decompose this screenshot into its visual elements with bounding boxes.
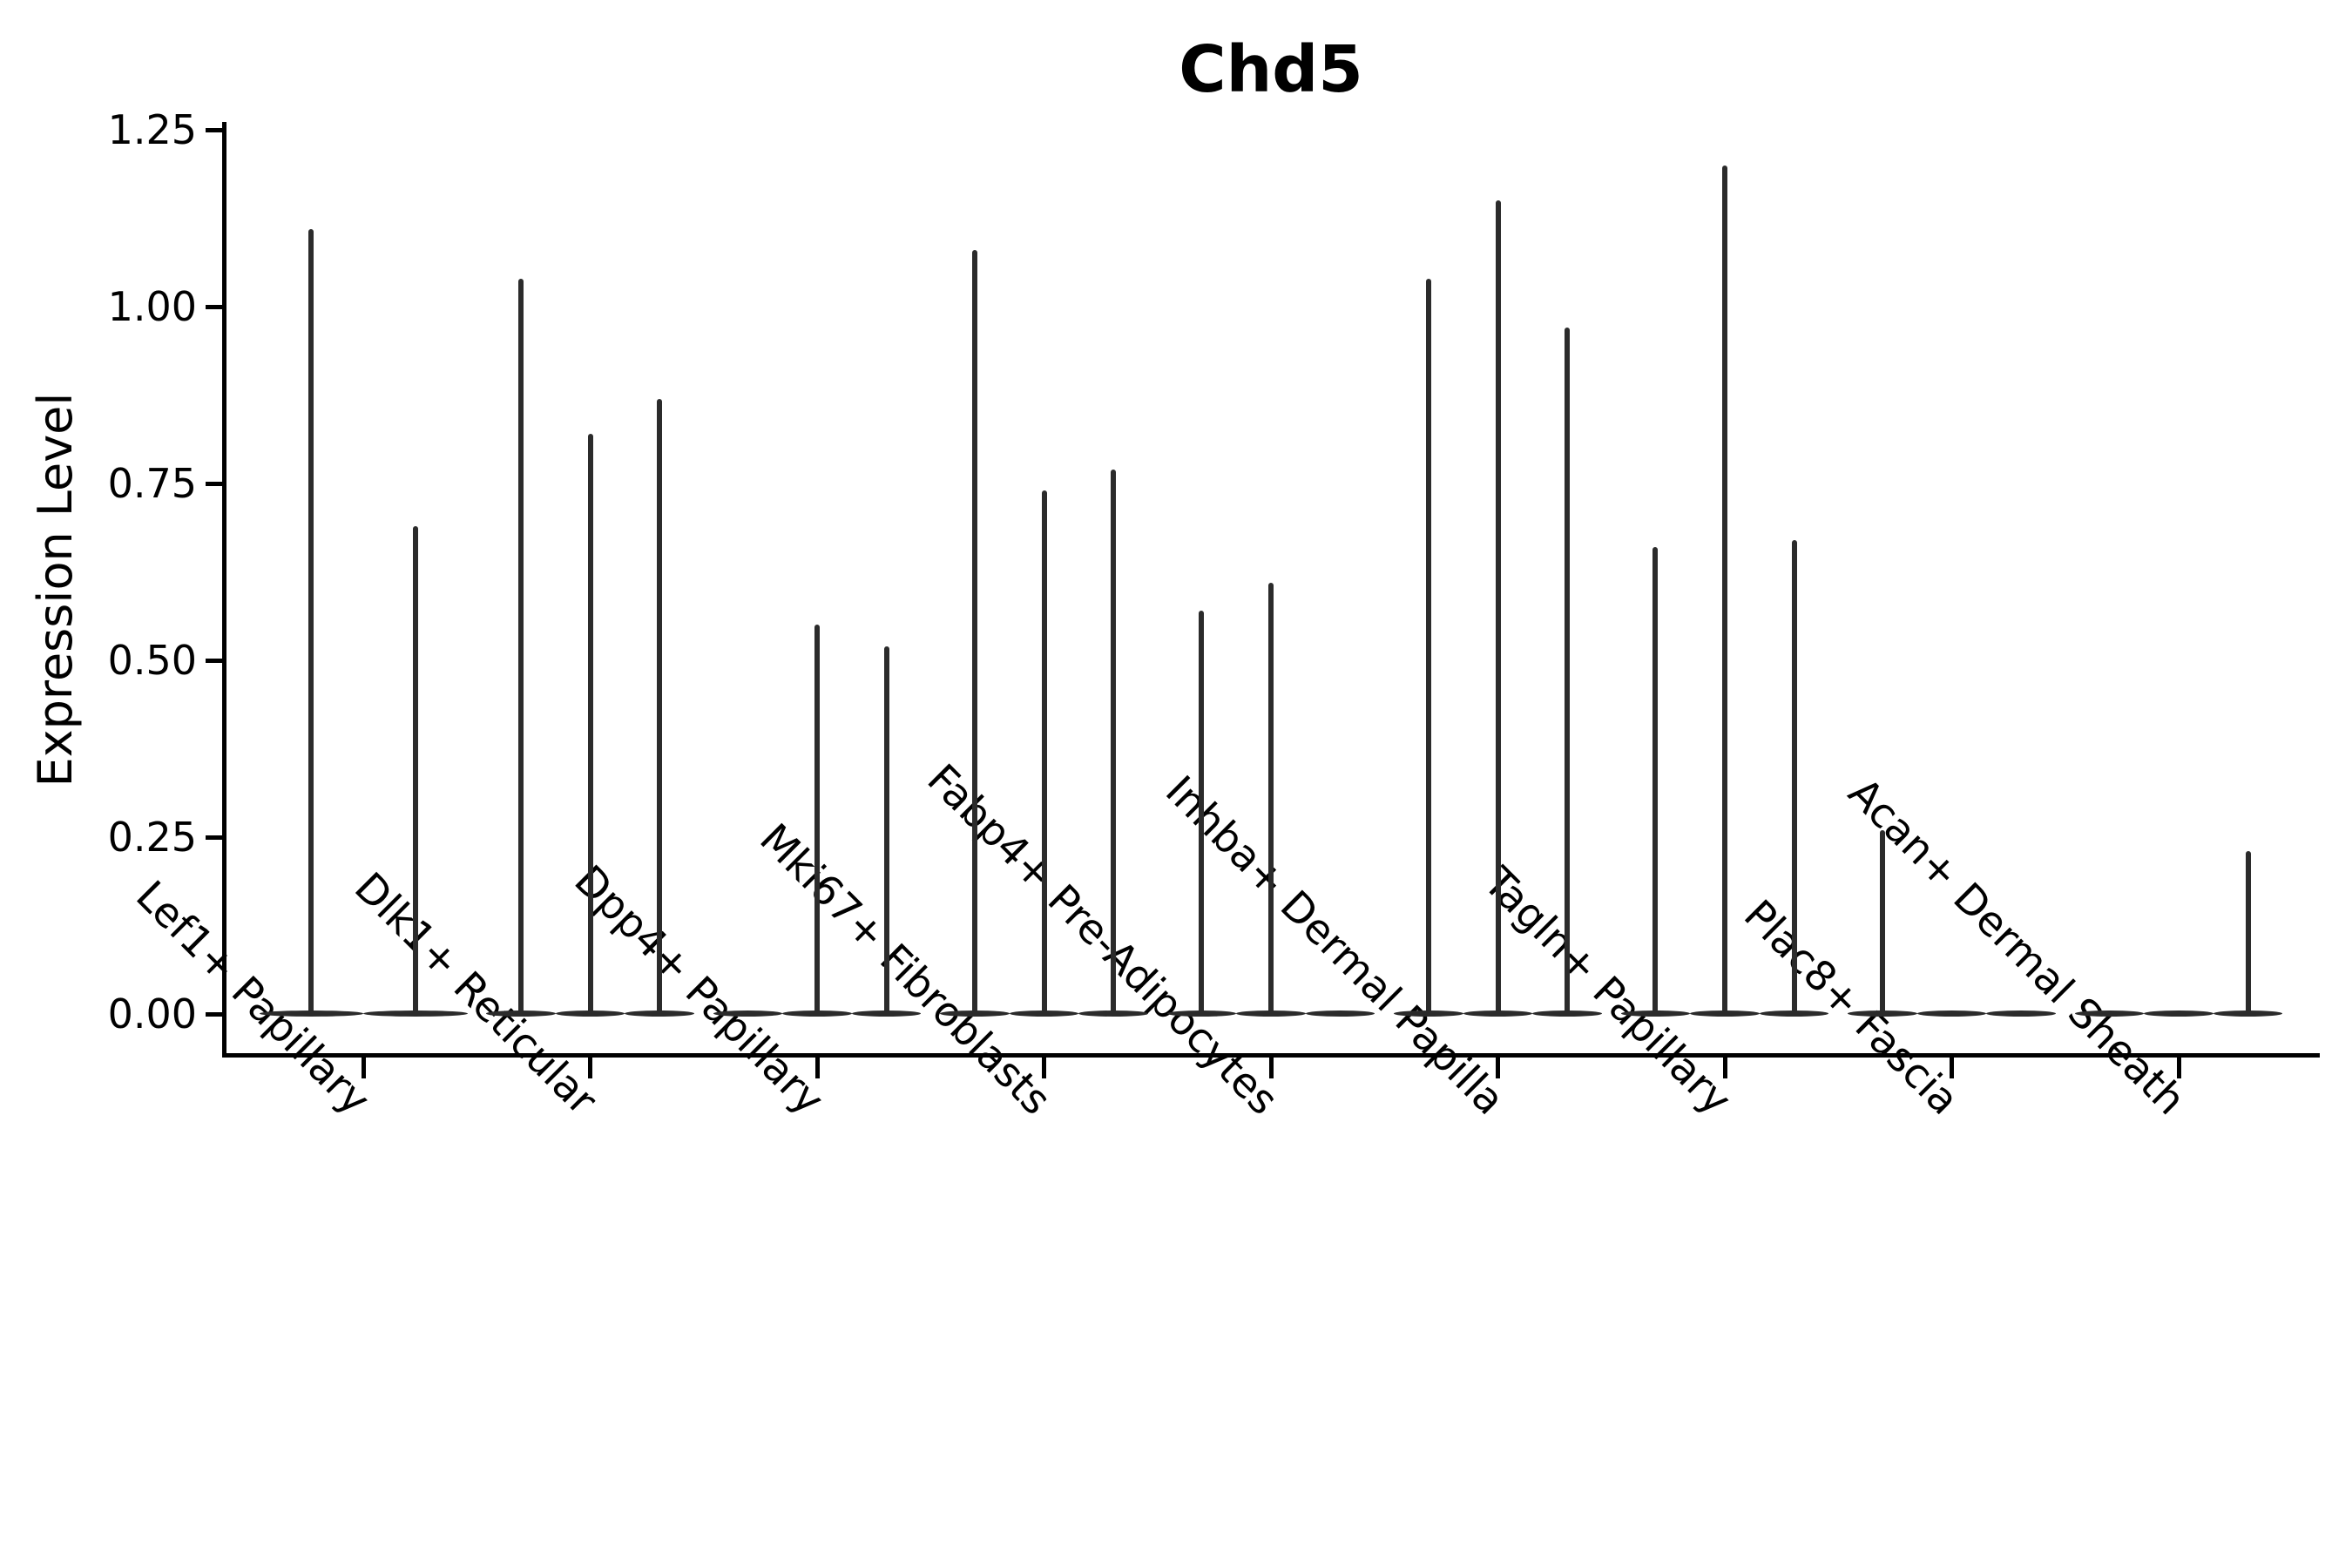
- chart-title: Chd5: [1179, 32, 1363, 107]
- y-tick-label: 0.75: [107, 460, 197, 507]
- violin-base: [1986, 1010, 2056, 1017]
- x-tick-mark: [1950, 1055, 1954, 1078]
- violin-spike: [1495, 200, 1501, 1016]
- x-tick-mark: [2176, 1055, 2181, 1078]
- y-tick-mark: [206, 658, 223, 663]
- y-tick-mark: [206, 481, 223, 486]
- x-tick-label: Plac8+ Fascia: [1734, 890, 1968, 1125]
- y-tick-mark: [206, 835, 223, 840]
- y-tick-label: 0.00: [107, 990, 197, 1037]
- violin-spike: [1791, 539, 1797, 1016]
- x-tick-label: Tagln+ Papillary: [1474, 858, 1741, 1125]
- violin-spike: [1879, 829, 1885, 1016]
- violin-spike: [1722, 165, 1727, 1016]
- violin-spike: [308, 228, 314, 1016]
- violin-spike: [1041, 490, 1047, 1016]
- x-tick-mark: [1722, 1055, 1727, 1078]
- y-axis-label: Expression Level: [28, 392, 83, 787]
- violin-spike: [587, 434, 593, 1016]
- left-spine: [222, 122, 226, 1058]
- y-tick-mark: [206, 127, 223, 132]
- violin-base: [2144, 1010, 2213, 1017]
- violin-spike: [883, 645, 889, 1016]
- violin-spike: [1268, 582, 1274, 1016]
- x-tick-label: Dlk1+ Reticular: [345, 863, 606, 1125]
- violin-spike: [412, 525, 418, 1016]
- violin-spike: [1199, 611, 1205, 1016]
- violin-spike: [1565, 328, 1571, 1016]
- violin-spike: [971, 250, 977, 1016]
- x-tick-mark: [361, 1055, 366, 1078]
- violin-spike: [657, 398, 663, 1016]
- violin-spike: [2245, 851, 2251, 1016]
- y-tick-mark: [206, 304, 223, 309]
- violin-spike: [517, 278, 524, 1016]
- y-tick-mark: [206, 1011, 223, 1017]
- violin-spike: [1425, 278, 1431, 1016]
- violin-base: [1305, 1010, 1375, 1017]
- violin-spike: [1652, 547, 1659, 1016]
- violin-base: [713, 1010, 783, 1017]
- violin-spike: [814, 625, 820, 1016]
- y-tick-label: 1.00: [107, 283, 197, 330]
- x-tick-mark: [814, 1055, 820, 1078]
- y-tick-label: 0.25: [107, 814, 197, 861]
- x-tick-mark: [1496, 1055, 1500, 1078]
- x-tick-mark: [588, 1055, 592, 1078]
- x-tick-mark: [1042, 1055, 1046, 1078]
- y-tick-label: 1.25: [107, 106, 197, 153]
- y-tick-label: 0.50: [107, 637, 197, 684]
- violin-base: [2074, 1010, 2145, 1017]
- x-tick-mark: [1268, 1055, 1274, 1078]
- x-tick-label: Dpp4+ Papillary: [564, 856, 834, 1125]
- violin-spike: [1111, 469, 1117, 1016]
- violin-base: [1916, 1010, 1987, 1017]
